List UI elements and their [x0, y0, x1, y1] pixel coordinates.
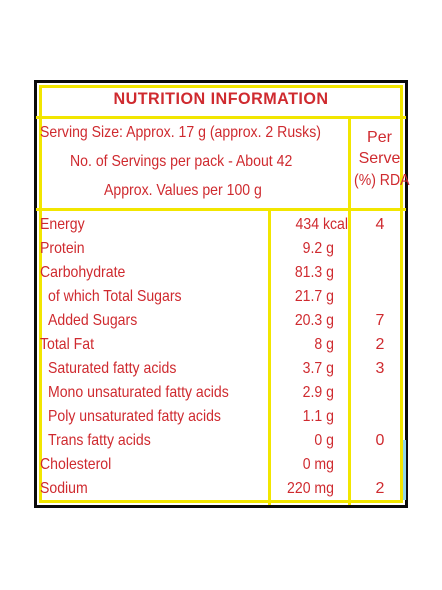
cyan-edge-mark [403, 440, 406, 500]
nutrient-name: Sodium [40, 480, 88, 497]
panel-inner-border [39, 85, 403, 503]
nutrient-name: Poly unsaturated fatty acids [48, 408, 221, 425]
rule-value-column [268, 211, 271, 505]
nutrient-rda: 7 [375, 312, 385, 329]
nutrient-value: 3.7 g [302, 360, 334, 377]
panel-title: NUTRITION INFORMATION [113, 89, 329, 108]
nutrient-name: Protein [40, 240, 85, 257]
nutrient-rda: 0 [375, 432, 385, 449]
servings-per-pack: No. of Servings per pack - About 42 [70, 153, 293, 170]
rda-header-line1: Per [367, 129, 392, 146]
nutrient-value: 8 g [314, 336, 334, 353]
nutrient-name: of which Total Sugars [48, 288, 182, 305]
nutrition-panel [34, 80, 408, 508]
rda-header-line3: (%) RDA [354, 172, 410, 189]
nutrient-value: 20.3 g [294, 312, 334, 329]
nutrient-name: Total Fat [40, 336, 94, 353]
nutrient-name: Mono unsaturated fatty acids [48, 384, 229, 401]
nutrient-rda: 3 [375, 360, 385, 377]
nutrient-name: Trans fatty acids [48, 432, 151, 449]
values-basis: Approx. Values per 100 g [104, 182, 262, 199]
nutrient-rda: 2 [375, 480, 385, 497]
serving-size: Serving Size: Approx. 17 g (approx. 2 Ru… [40, 124, 321, 141]
rule-under-title [36, 116, 406, 119]
nutrient-value: 434 kcal [295, 216, 348, 233]
rda-header-line2: Serve [358, 150, 401, 167]
nutrient-value: 1.1 g [302, 408, 334, 425]
nutrient-value: 220 mg [287, 480, 334, 497]
nutrient-rda: 2 [375, 336, 385, 353]
nutrient-name: Energy [40, 216, 85, 233]
nutrient-name: Saturated fatty acids [48, 360, 177, 377]
rule-under-header [36, 208, 406, 211]
nutrient-rda: 4 [375, 216, 385, 233]
nutrient-name: Cholesterol [40, 456, 112, 473]
nutrient-value: 21.7 g [294, 288, 334, 305]
nutrient-name: Carbohydrate [40, 264, 126, 281]
nutrient-value: 81.3 g [294, 264, 334, 281]
nutrient-value: 0 g [314, 432, 334, 449]
nutrient-value: 9.2 g [302, 240, 334, 257]
nutrient-value: 0 mg [302, 456, 334, 473]
nutrient-name: Added Sugars [48, 312, 138, 329]
nutrient-value: 2.9 g [302, 384, 334, 401]
rule-rda-column [348, 119, 351, 505]
